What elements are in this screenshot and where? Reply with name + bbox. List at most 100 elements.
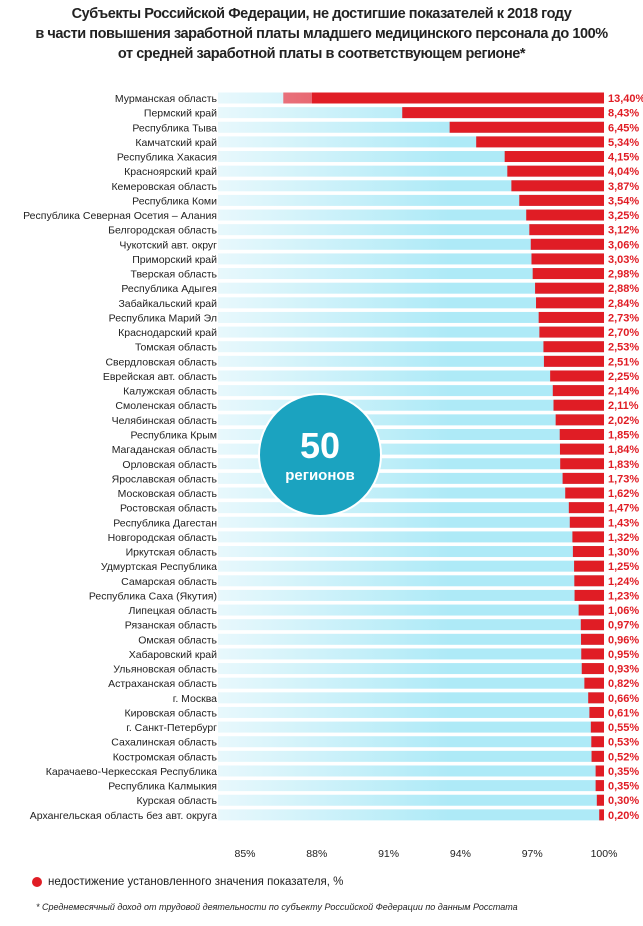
bar-row: Республика Дагестан 1,43% bbox=[113, 516, 639, 529]
value-label: 1,23% bbox=[608, 590, 639, 602]
value-label: 3,12% bbox=[608, 225, 639, 237]
achieved-bar bbox=[218, 370, 604, 382]
bar-row: Карачаево-Черкесская Республика 0,35% bbox=[46, 765, 639, 778]
x-tick-label: 91% bbox=[378, 848, 399, 860]
achieved-bar bbox=[218, 385, 604, 397]
value-label: 2,51% bbox=[608, 356, 639, 368]
shortfall-bar bbox=[531, 253, 604, 265]
shortfall-bar bbox=[580, 619, 604, 631]
bar-row: Липецкая область 1,06% bbox=[129, 604, 639, 617]
badge-number: 50 bbox=[300, 425, 340, 466]
value-label: 8,43% bbox=[608, 108, 639, 120]
achieved-bar bbox=[218, 721, 604, 733]
category-label: Сахалинская область bbox=[111, 737, 217, 749]
achieved-bar bbox=[218, 560, 604, 572]
category-label: Костромская область bbox=[113, 751, 218, 763]
category-label: Красноярский край bbox=[124, 166, 217, 178]
category-label: Новгородская область bbox=[108, 532, 218, 544]
bar-row: г. Санкт-Петербург 0,55% bbox=[126, 721, 639, 734]
achieved-bar bbox=[218, 355, 604, 367]
value-label: 6,45% bbox=[608, 122, 639, 134]
shortfall-bar bbox=[589, 706, 604, 718]
shortfall-bar bbox=[599, 809, 604, 821]
value-label: 2,98% bbox=[608, 269, 639, 281]
category-label: Томская область bbox=[135, 342, 218, 354]
shortfall-bar bbox=[543, 341, 604, 353]
shortfall-bar bbox=[581, 663, 604, 675]
shortfall-bar-solid bbox=[312, 92, 604, 104]
shortfall-bar bbox=[530, 238, 604, 250]
bar-row: Ярославская область 1,73% bbox=[112, 472, 639, 485]
value-label: 0,30% bbox=[608, 795, 639, 807]
legend-marker bbox=[32, 877, 42, 887]
bar-row: Астраханская область 0,82% bbox=[108, 677, 639, 690]
bar-row: Белгородская область 3,12% bbox=[108, 224, 639, 237]
achieved-bar bbox=[218, 443, 604, 455]
achieved-bar bbox=[218, 516, 604, 528]
category-label: Республика Хакасия bbox=[117, 152, 217, 164]
value-label: 3,54% bbox=[608, 195, 639, 207]
shortfall-bar bbox=[591, 750, 604, 762]
bar-row: Рязанская область 0,97% bbox=[125, 619, 639, 632]
shortfall-bar bbox=[511, 180, 604, 192]
category-label: Белгородская область bbox=[108, 225, 217, 237]
legend-label: недостижение установленного значения пок… bbox=[48, 876, 344, 888]
category-label: Омская область bbox=[138, 634, 217, 646]
category-label: Мурманская область bbox=[115, 93, 218, 105]
shortfall-bar bbox=[572, 546, 604, 558]
achieved-bar bbox=[218, 472, 604, 484]
shortfall-bar bbox=[574, 575, 604, 587]
value-label: 0,96% bbox=[608, 634, 639, 646]
category-label: Еврейская авт. область bbox=[103, 371, 218, 383]
value-label: 1,73% bbox=[608, 473, 639, 485]
title-line-3: от средней заработной платы в соответств… bbox=[117, 46, 526, 62]
category-label: Магаданская область bbox=[112, 444, 218, 456]
category-label: Кемеровская область bbox=[111, 181, 217, 193]
badge-circle bbox=[258, 393, 382, 517]
shortfall-bar bbox=[538, 311, 604, 323]
x-tick-label: 94% bbox=[450, 848, 471, 860]
achieved-bar bbox=[218, 209, 604, 221]
legend: недостижение установленного значения пок… bbox=[32, 876, 343, 888]
value-label: 13,40% bbox=[608, 93, 643, 105]
achieved-bar bbox=[218, 282, 604, 294]
bar-row: Забайкальский край 2,84% bbox=[118, 297, 639, 310]
category-label: Липецкая область bbox=[129, 605, 218, 617]
value-label: 4,04% bbox=[608, 166, 639, 178]
category-label: Ростовская область bbox=[120, 503, 218, 515]
category-label: Камчатский край bbox=[135, 137, 217, 149]
category-label: Челябинская область bbox=[112, 415, 218, 427]
achieved-bar bbox=[218, 194, 604, 206]
value-label: 2,84% bbox=[608, 298, 639, 310]
category-label: Приморский край bbox=[132, 254, 217, 266]
achieved-bar bbox=[218, 677, 604, 689]
bar-row: Тверская область 2,98% bbox=[131, 268, 639, 281]
achieved-bar bbox=[218, 136, 604, 148]
achieved-bar bbox=[218, 736, 604, 748]
bar-row: Пермский край 8,43% bbox=[144, 107, 639, 120]
shortfall-bar bbox=[552, 385, 604, 397]
bar-row: Удмуртская Республика 1,25% bbox=[101, 560, 639, 573]
achieved-bar bbox=[218, 589, 604, 601]
achieved-bar bbox=[218, 619, 604, 631]
value-label: 1,83% bbox=[608, 459, 639, 471]
shortfall-bar bbox=[519, 194, 604, 206]
shortfall-bar bbox=[591, 736, 604, 748]
bar-row: Камчатский край 5,34% bbox=[135, 136, 639, 149]
bar-row: Республика Калмыкия 0,35% bbox=[108, 780, 639, 793]
x-tick-label: 100% bbox=[591, 848, 618, 860]
bar-row: Свердловская область 2,51% bbox=[105, 355, 639, 368]
shortfall-bar bbox=[595, 780, 604, 792]
shortfall-bar bbox=[560, 458, 604, 470]
value-label: 3,87% bbox=[608, 181, 639, 193]
shortfall-bar bbox=[476, 136, 604, 148]
value-label: 2,25% bbox=[608, 371, 639, 383]
category-label: Республика Крым bbox=[130, 429, 217, 441]
value-label: 0,53% bbox=[608, 737, 639, 749]
shortfall-bar bbox=[539, 326, 604, 338]
value-label: 1,24% bbox=[608, 576, 639, 588]
category-label: Чукотский авт. округ bbox=[119, 239, 217, 251]
category-label: Удмуртская Республика bbox=[101, 561, 217, 573]
category-label: Ярославская область bbox=[112, 473, 218, 485]
bar-row: Архангельская область без авт. округа 0,2… bbox=[30, 809, 639, 822]
